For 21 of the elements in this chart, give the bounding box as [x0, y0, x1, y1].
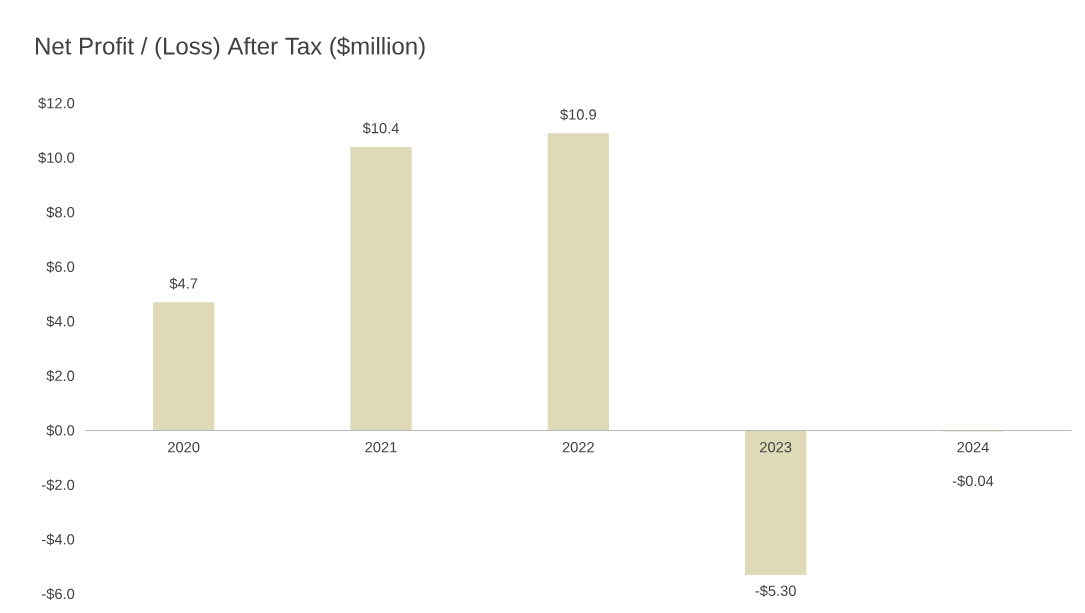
data-label: -$0.04: [952, 475, 994, 488]
y-tick-label: $10.0: [38, 151, 75, 164]
x-tick-label: 2022: [562, 442, 594, 453]
y-tick-label: $2.0: [46, 369, 75, 382]
y-tick-label: $0.0: [46, 424, 75, 437]
x-tick-label: 2020: [168, 442, 200, 453]
x-tick-label: 2023: [760, 442, 792, 453]
chart-title: Net Profit / (Loss) After Tax ($million): [36, 36, 425, 60]
x-tick-label: 2024: [957, 442, 989, 453]
y-tick-label: $4.0: [46, 315, 75, 328]
data-label: $10.4: [362, 122, 399, 135]
data-label: -$5.30: [755, 584, 796, 597]
y-tick-label: $6.0: [46, 260, 75, 273]
y-tick-label: -$4.0: [42, 533, 75, 546]
data-label: $4.7: [169, 277, 198, 290]
y-tick-label: $12.0: [38, 97, 75, 110]
y-tick-label: $8.0: [46, 206, 75, 219]
data-label: $10.9: [560, 108, 596, 121]
x-tick-label: 2021: [365, 442, 397, 453]
y-tick-label: -$6.0: [42, 588, 75, 600]
y-tick-label: -$2.0: [42, 479, 75, 491]
